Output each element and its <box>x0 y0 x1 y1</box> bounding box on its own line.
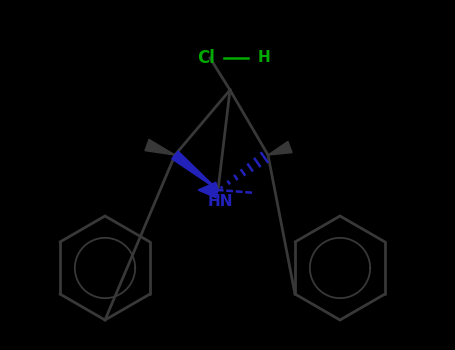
Polygon shape <box>172 151 218 190</box>
Text: H: H <box>258 50 270 65</box>
Text: HN: HN <box>207 195 233 210</box>
Text: Cl: Cl <box>197 49 215 67</box>
Polygon shape <box>198 182 218 198</box>
Polygon shape <box>268 141 292 155</box>
Polygon shape <box>145 139 175 155</box>
